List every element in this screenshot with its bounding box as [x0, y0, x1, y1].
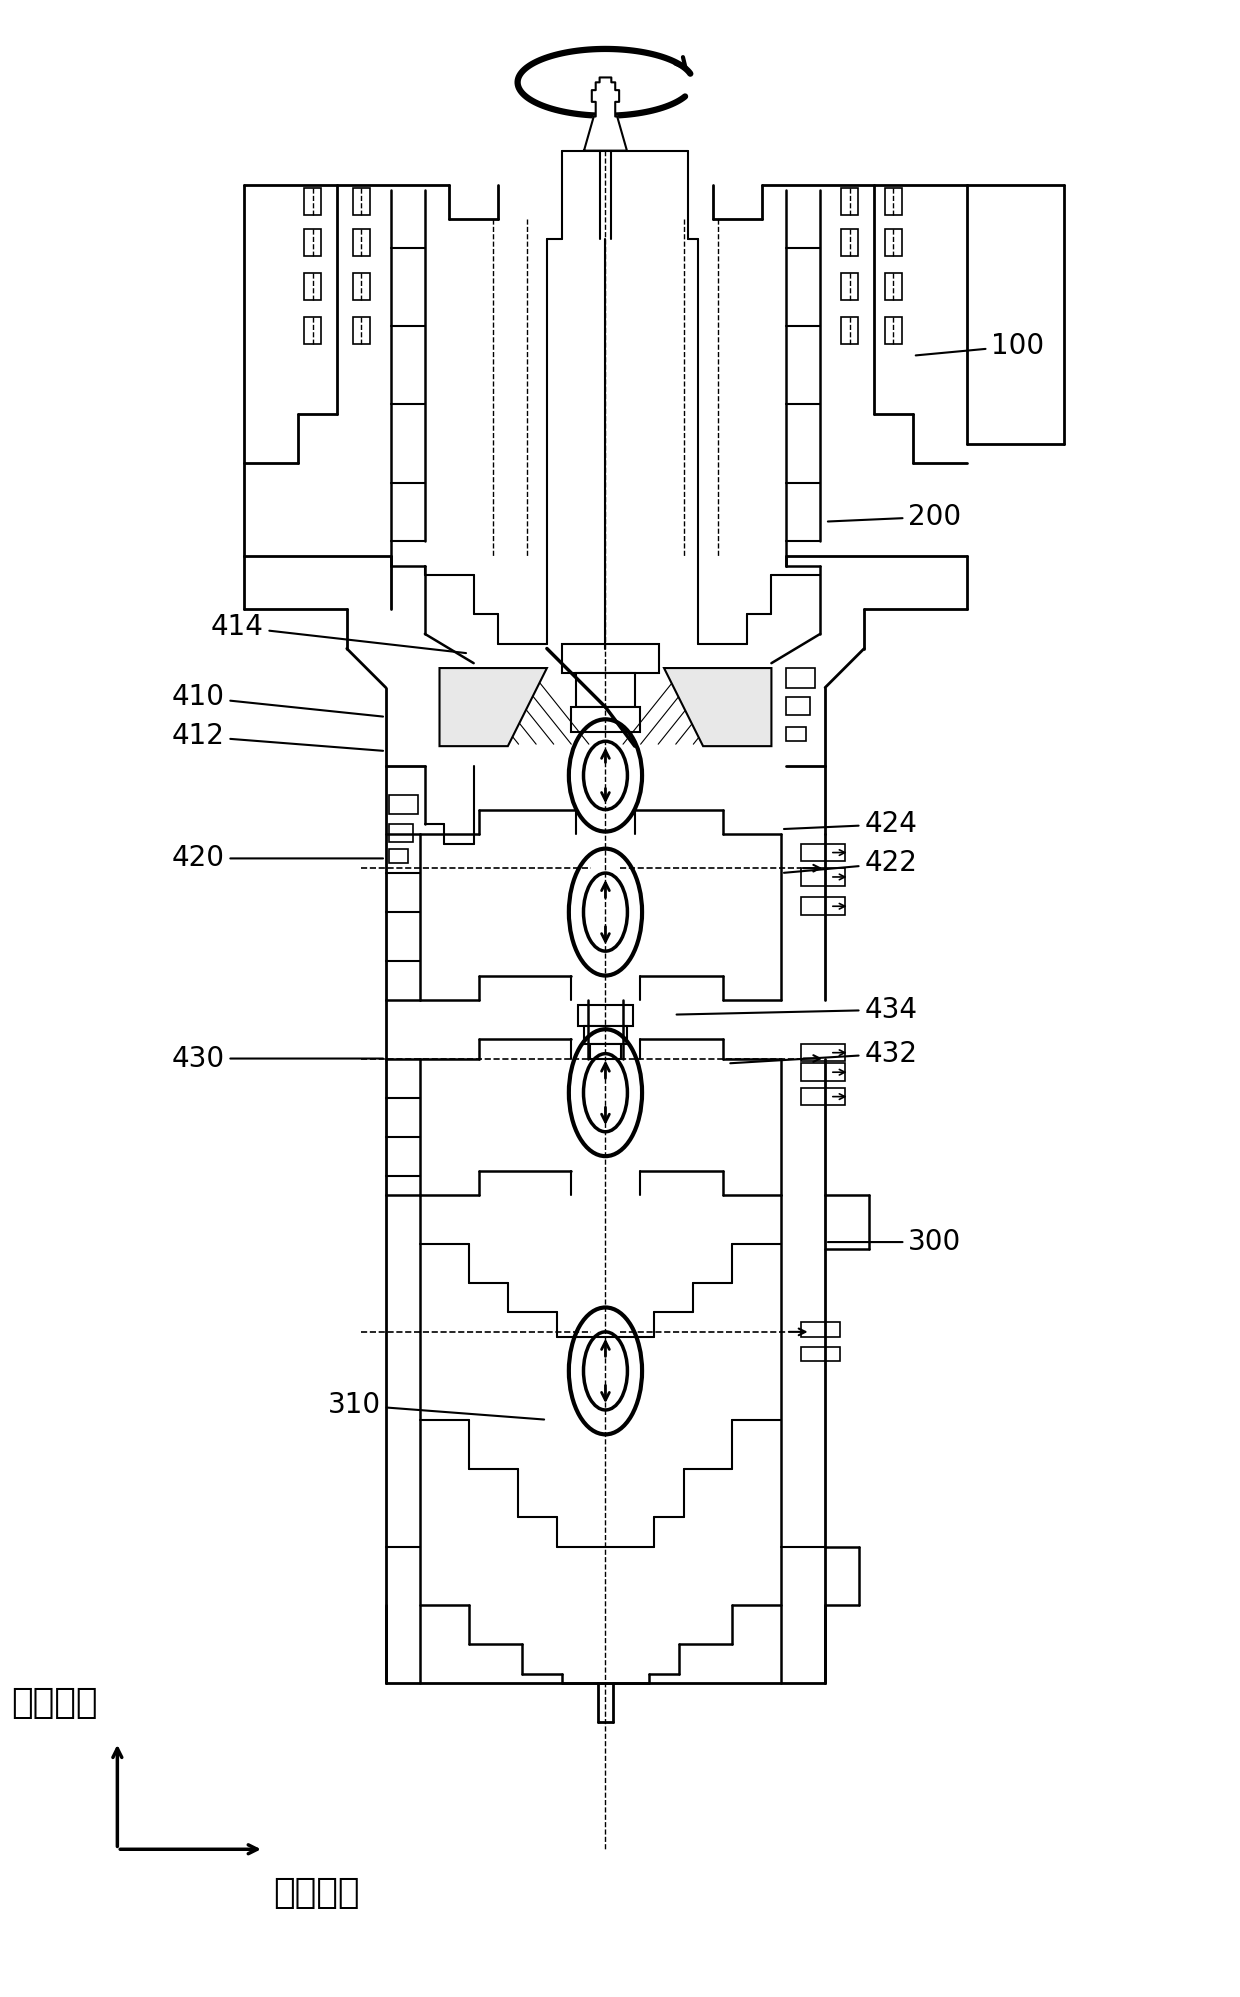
Bar — [352, 188, 371, 216]
Bar — [352, 274, 371, 300]
Bar — [841, 230, 858, 256]
Bar — [801, 845, 844, 861]
Bar — [801, 1346, 839, 1362]
Text: 424: 424 — [784, 811, 918, 839]
Bar — [304, 230, 321, 256]
Bar — [801, 1088, 844, 1106]
Bar — [578, 1004, 632, 1026]
Text: 430: 430 — [171, 1044, 383, 1072]
Polygon shape — [584, 78, 627, 150]
Bar — [841, 318, 858, 343]
Bar — [801, 869, 844, 887]
Text: 434: 434 — [677, 997, 918, 1024]
Bar — [352, 230, 371, 256]
Text: 410: 410 — [172, 683, 383, 717]
Bar — [304, 274, 321, 300]
Text: 420: 420 — [172, 845, 383, 873]
Bar — [841, 188, 858, 216]
Bar — [590, 1044, 621, 1058]
Bar — [801, 1322, 839, 1336]
Text: 300: 300 — [828, 1228, 961, 1256]
Bar — [352, 318, 371, 343]
Polygon shape — [665, 669, 771, 747]
Bar — [584, 1026, 627, 1044]
Bar — [884, 318, 903, 343]
Text: 412: 412 — [172, 723, 383, 751]
Bar — [786, 669, 816, 687]
Bar — [389, 795, 418, 815]
Bar — [304, 318, 321, 343]
Text: 第一方向: 第一方向 — [11, 1685, 98, 1719]
Text: 432: 432 — [730, 1040, 918, 1068]
Text: 422: 422 — [784, 849, 918, 877]
Bar — [801, 897, 844, 915]
Text: 310: 310 — [327, 1392, 544, 1420]
Bar — [884, 188, 903, 216]
Bar — [786, 697, 811, 715]
Bar — [577, 673, 635, 707]
Bar — [389, 849, 408, 863]
Bar — [841, 274, 858, 300]
Bar — [884, 230, 903, 256]
Bar — [304, 188, 321, 216]
Bar — [786, 727, 806, 741]
Bar — [572, 707, 640, 731]
Bar — [389, 825, 413, 843]
Text: 100: 100 — [915, 332, 1044, 359]
Text: 414: 414 — [211, 613, 466, 653]
Polygon shape — [439, 669, 547, 747]
Text: 200: 200 — [828, 503, 961, 531]
Bar — [884, 274, 903, 300]
Bar — [562, 643, 660, 673]
Bar — [801, 1044, 844, 1062]
Bar — [801, 1064, 844, 1080]
Text: 第二方向: 第二方向 — [274, 1877, 360, 1911]
